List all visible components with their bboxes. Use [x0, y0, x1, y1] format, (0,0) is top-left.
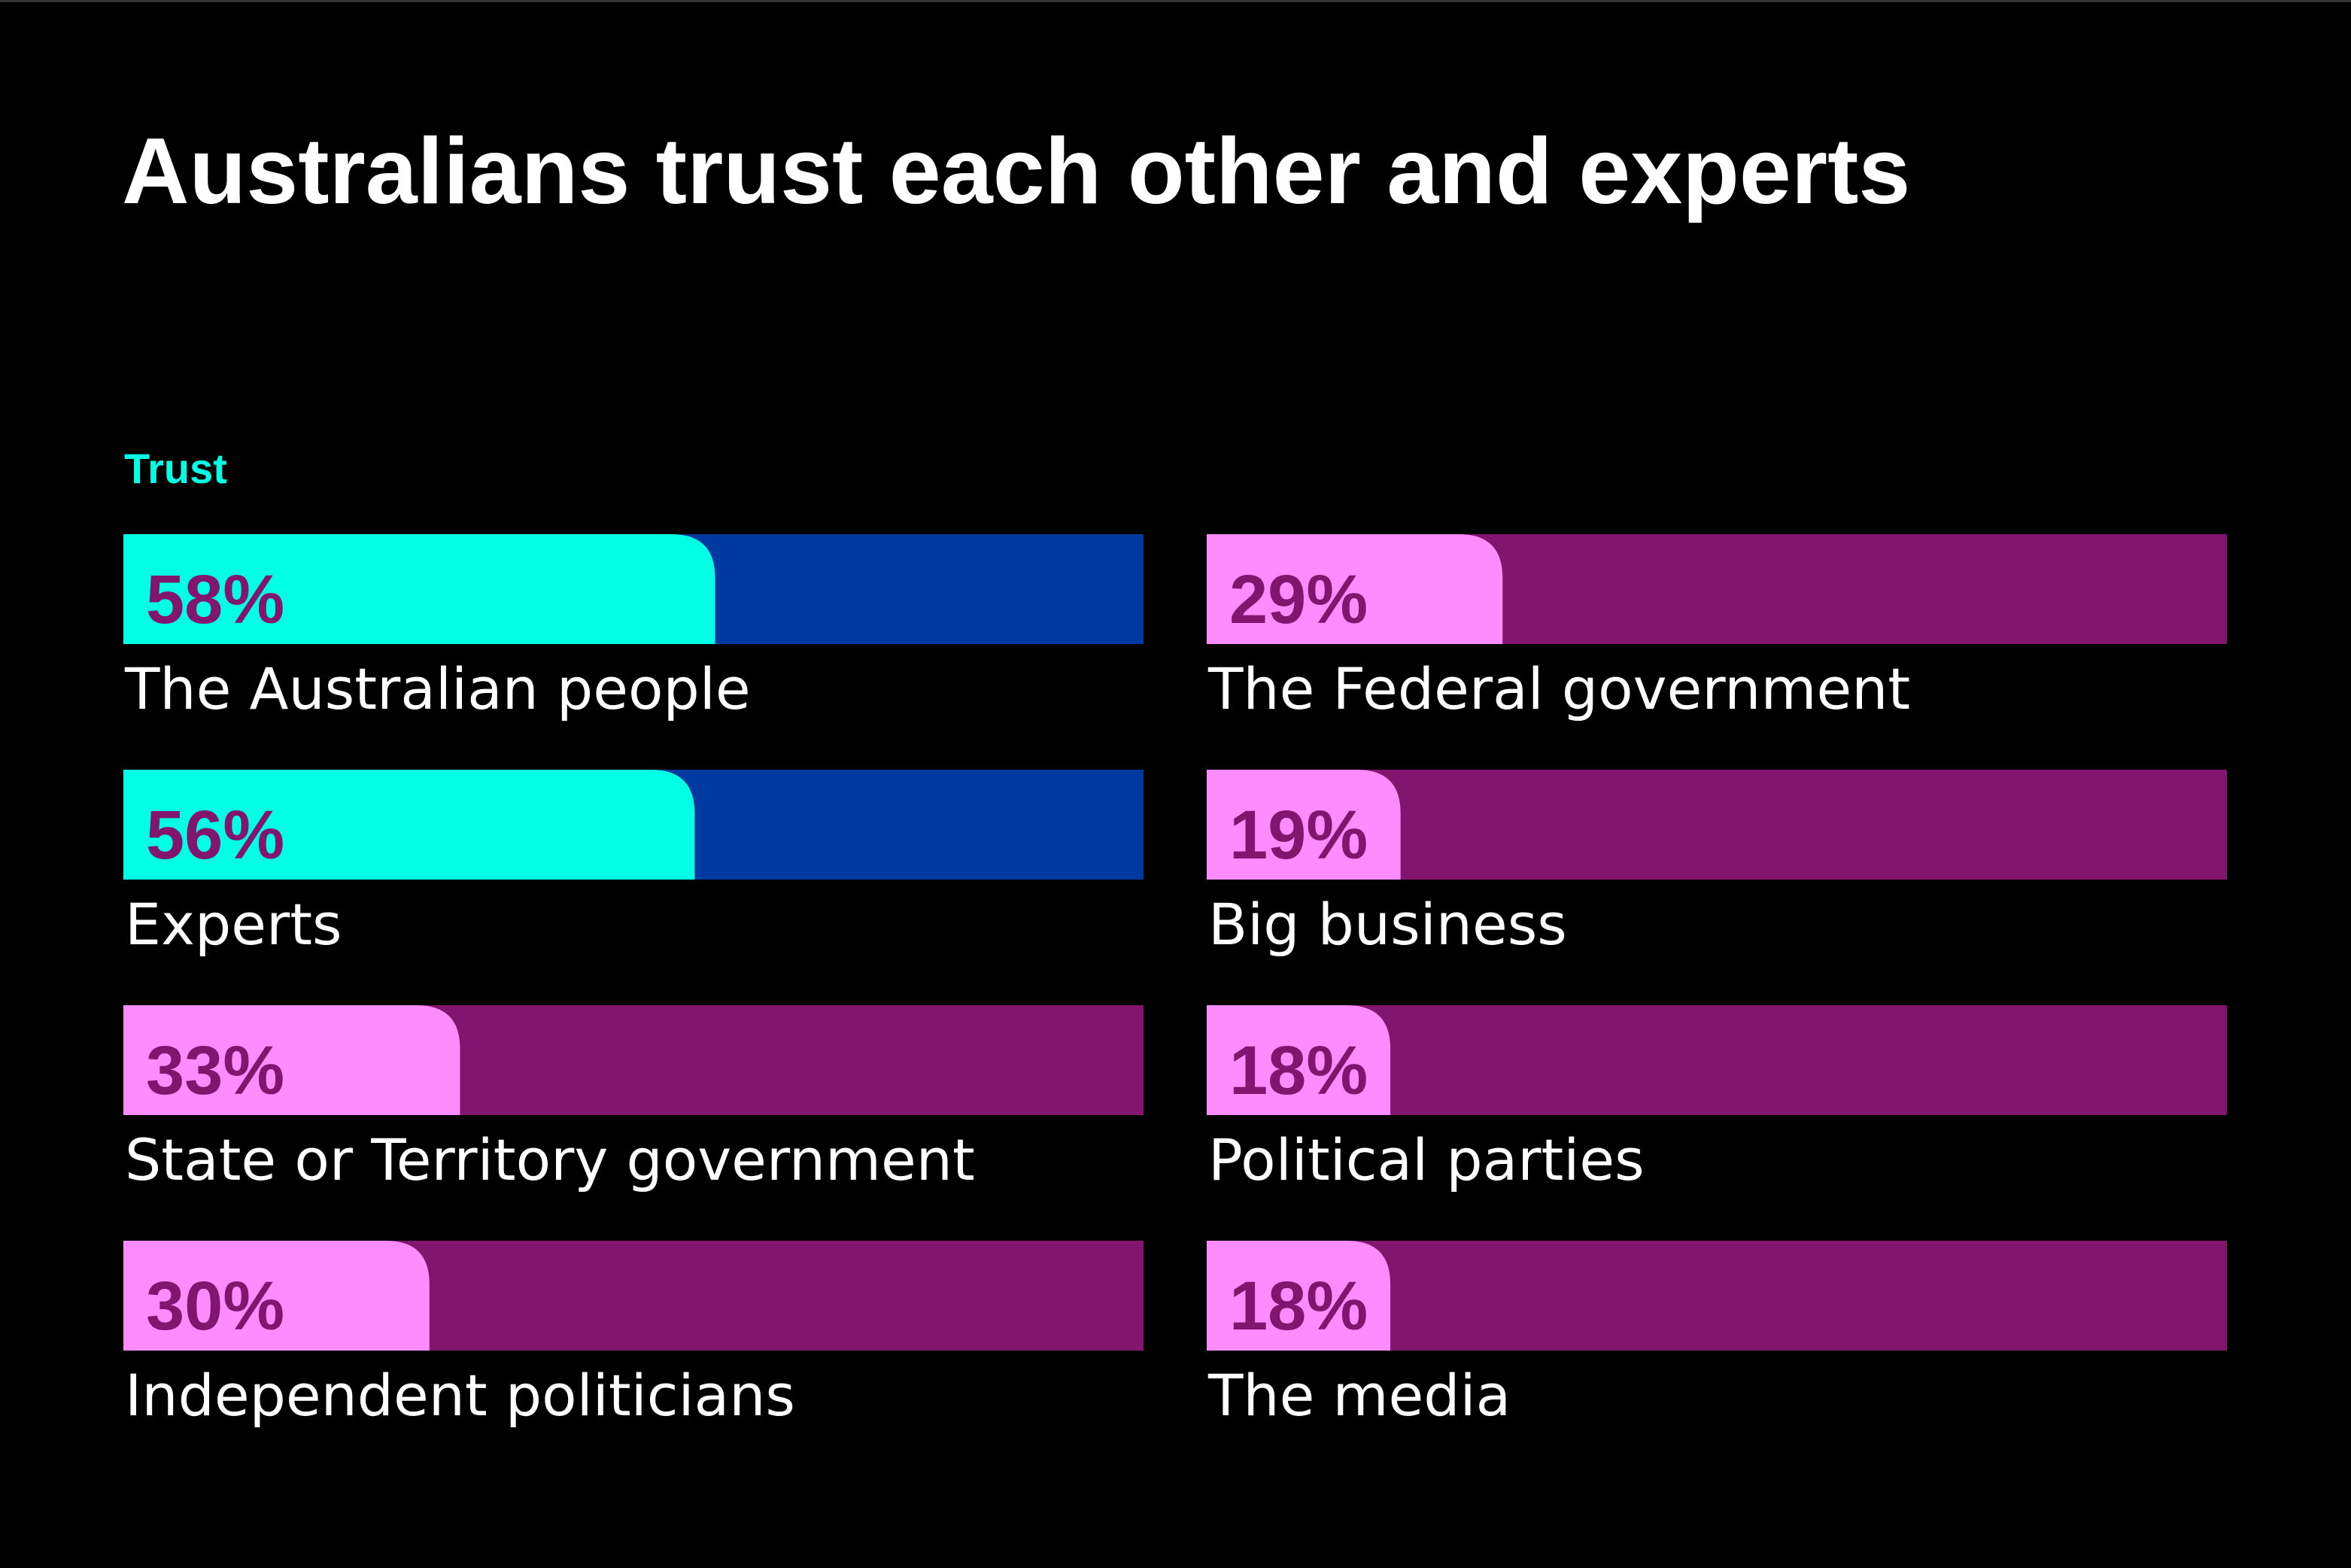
- legend-label-trust: Trust: [124, 445, 227, 492]
- category-label-the-media: The media: [1207, 1362, 1511, 1429]
- value-label-state-or-territory-government: 33%: [146, 1032, 284, 1109]
- bar-fill-independent-politicians: [123, 1241, 430, 1351]
- bar-fill-the-media: [1207, 1241, 1391, 1351]
- bar-fill-the-federal-government: [1207, 534, 1503, 644]
- value-label-big-business: 19%: [1229, 797, 1368, 874]
- category-label-political-parties: Political parties: [1208, 1126, 1645, 1193]
- bar-fill-big-business: [1207, 770, 1401, 880]
- category-label-experts: Experts: [125, 891, 342, 958]
- bar-fill-state-or-territory-government: [123, 1005, 460, 1115]
- value-label-the-federal-government: 29%: [1229, 561, 1368, 638]
- value-label-political-parties: 18%: [1229, 1032, 1368, 1109]
- category-label-the-federal-government: The Federal government: [1207, 655, 1910, 722]
- value-label-the-australian-people: 58%: [146, 561, 284, 638]
- top-border: [0, 0, 2351, 2]
- bars-group: 58% The Australian people 56% Experts 33% Sta…: [123, 534, 2227, 1429]
- bar-fill-the-australian-people: [123, 534, 715, 644]
- value-label-independent-politicians: 30%: [146, 1268, 284, 1345]
- value-label-the-media: 18%: [1229, 1268, 1368, 1345]
- category-label-big-business: Big business: [1208, 891, 1567, 958]
- category-label-state-or-territory-government: State or Territory government: [125, 1126, 975, 1193]
- chart-title: Australians trust each other and experts: [122, 120, 1910, 223]
- value-label-experts: 56%: [146, 797, 284, 874]
- category-label-the-australian-people: The Australian people: [124, 655, 751, 722]
- bar-fill-political-parties: [1207, 1005, 1391, 1115]
- bar-fill-experts: [123, 770, 695, 880]
- category-label-independent-politicians: Independent politicians: [125, 1362, 795, 1429]
